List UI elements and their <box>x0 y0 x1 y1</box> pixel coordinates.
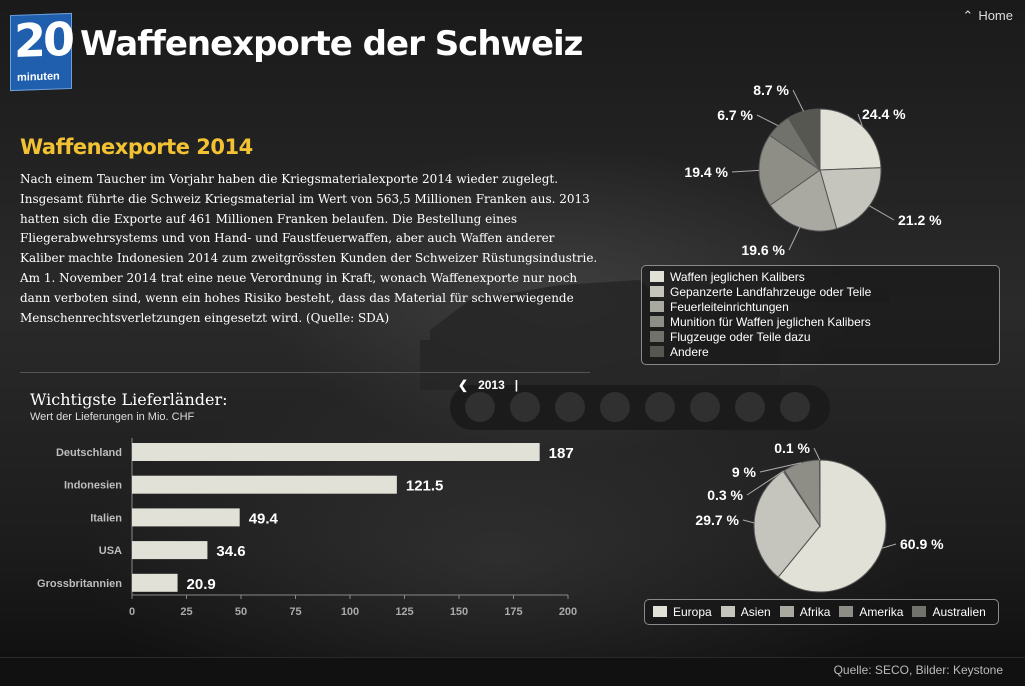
intro-text: Nach einem Taucher im Vorjahr haben die … <box>20 170 600 328</box>
legend-swatch <box>650 271 664 282</box>
page-title: Waffenexporte der Schweiz <box>80 24 582 64</box>
legend-label: Andere <box>670 345 709 359</box>
bar-chart-title: Wichtigste Lieferländer: <box>30 390 228 409</box>
pie-value-label: 9 % <box>732 464 757 480</box>
bar-value-label: 187 <box>549 445 574 462</box>
section-heading: Waffenexporte 2014 <box>20 135 253 159</box>
logo-number: 20 <box>14 12 72 68</box>
chevron-left-icon[interactable]: ❮ <box>458 378 468 392</box>
legend-swatch <box>650 286 664 297</box>
legend-item: Europa <box>653 605 712 619</box>
legend-item: Afrika <box>780 605 831 619</box>
pie-value-label: 0.1 % <box>774 440 810 456</box>
divider <box>20 372 590 373</box>
bar-value-label: 34.6 <box>216 543 245 560</box>
pie-value-label: 29.7 % <box>695 512 739 528</box>
bar-value-label: 20.9 <box>187 576 216 593</box>
legend-label: Afrika <box>800 605 831 619</box>
bar-x-tick-label: 200 <box>559 606 577 618</box>
pie-value-label: 8.7 % <box>753 82 789 98</box>
source-note: Quelle: SECO, Bilder: Keystone <box>834 663 1003 677</box>
home-icon: ⌃ <box>962 8 973 24</box>
pie-leader-line <box>882 544 896 548</box>
legend-swatch <box>839 606 853 617</box>
bar-category-label: USA <box>99 545 122 557</box>
pie-leader-line <box>869 206 894 220</box>
year-navigation[interactable]: ❮ 2013 | <box>458 378 528 392</box>
legend-item: Amerika <box>839 605 903 619</box>
pie-value-label: 19.4 % <box>684 164 728 180</box>
legend-item: Asien <box>721 605 771 619</box>
bar <box>132 443 540 461</box>
year-label[interactable]: 2013 <box>478 378 505 392</box>
legend-swatch <box>650 346 664 357</box>
pie-value-label: 21.2 % <box>898 212 942 228</box>
bar-category-label: Grossbritannien <box>37 578 122 590</box>
pie-leader-line <box>789 228 800 250</box>
legend-label: Amerika <box>859 605 903 619</box>
bar-x-tick-label: 100 <box>341 606 359 618</box>
bar-chart-subtitle: Wert der Lieferungen in Mio. CHF <box>30 411 194 423</box>
pie-value-label: 60.9 % <box>900 536 944 552</box>
legend-label: Gepanzerte Landfahrzeuge oder Teile <box>670 285 871 299</box>
legend-label: Flugzeuge oder Teile dazu <box>670 330 811 344</box>
legend-label: Waffen jeglichen Kalibers <box>670 270 805 284</box>
pie-value-label: 24.4 % <box>862 106 906 122</box>
legend-swatch <box>780 606 794 617</box>
legend-item: Waffen jeglichen Kalibers <box>650 270 805 284</box>
bar-category-label: Deutschland <box>56 447 122 459</box>
bar-category-label: Indonesien <box>64 480 122 492</box>
legend-swatch <box>650 301 664 312</box>
bar-value-label: 121.5 <box>406 478 444 495</box>
legend-item: Australien <box>912 605 985 619</box>
pie-leader-line <box>814 448 820 460</box>
bar <box>132 476 397 494</box>
bar <box>132 508 240 526</box>
legend-item: Feuerleiteinrichtungen <box>650 300 789 314</box>
legend-item: Andere <box>650 345 709 359</box>
legend-regions: Europa Asien Afrika Amerika Australien <box>644 599 999 625</box>
pie-chart-categories: 24.4 % 21.2 % 19.6 % 19.4 % 6.7 %8.7 % <box>650 70 980 265</box>
legend-swatch <box>653 606 667 617</box>
legend-label: Feuerleiteinrichtungen <box>670 300 789 314</box>
brand-logo[interactable]: 20 minuten <box>10 13 72 91</box>
legend-label: Munition für Waffen jeglichen Kalibers <box>670 315 871 329</box>
legend-item: Gepanzerte Landfahrzeuge oder Teile <box>650 285 871 299</box>
pie-leader-line <box>732 170 759 172</box>
bar <box>132 541 207 559</box>
pie-value-label: 0.3 % <box>707 487 743 503</box>
legend-swatch <box>650 316 664 327</box>
legend-swatch <box>650 331 664 342</box>
pie-value-label: 6.7 % <box>717 107 753 123</box>
pie-value-label: 19.6 % <box>741 242 785 258</box>
home-link[interactable]: ⌃ Home <box>962 8 1013 24</box>
bar-chart: Deutschland 187 Indonesien 121.5 Italien 49.4… <box>0 430 620 630</box>
bar-x-tick-label: 50 <box>235 606 247 618</box>
year-separator: | <box>515 378 518 392</box>
bar-x-tick-label: 175 <box>504 606 522 618</box>
bar-x-tick-label: 75 <box>289 606 301 618</box>
pie-leader-line <box>743 520 754 523</box>
bar-x-tick-label: 125 <box>395 606 413 618</box>
bar-x-tick-label: 25 <box>180 606 192 618</box>
legend-label: Australien <box>932 605 985 619</box>
legend-item: Munition für Waffen jeglichen Kalibers <box>650 315 871 329</box>
bar-x-tick-label: 0 <box>129 606 135 618</box>
legend-item: Flugzeuge oder Teile dazu <box>650 330 811 344</box>
bar-value-label: 49.4 <box>249 510 279 527</box>
legend-swatch <box>912 606 926 617</box>
logo-word: minuten <box>17 70 60 83</box>
legend-label: Europa <box>673 605 712 619</box>
pie-leader-line <box>757 115 778 126</box>
bar-x-tick-label: 150 <box>450 606 468 618</box>
legend-swatch <box>721 606 735 617</box>
pie-leader-line <box>793 90 804 111</box>
bar-category-label: Italien <box>90 512 122 524</box>
pie-chart-regions: 60.9 % 29.7 % 0.3 % 9 % 0.1 % <box>650 430 980 595</box>
legend-label: Asien <box>741 605 771 619</box>
bar <box>132 574 178 592</box>
home-label: Home <box>978 8 1013 23</box>
